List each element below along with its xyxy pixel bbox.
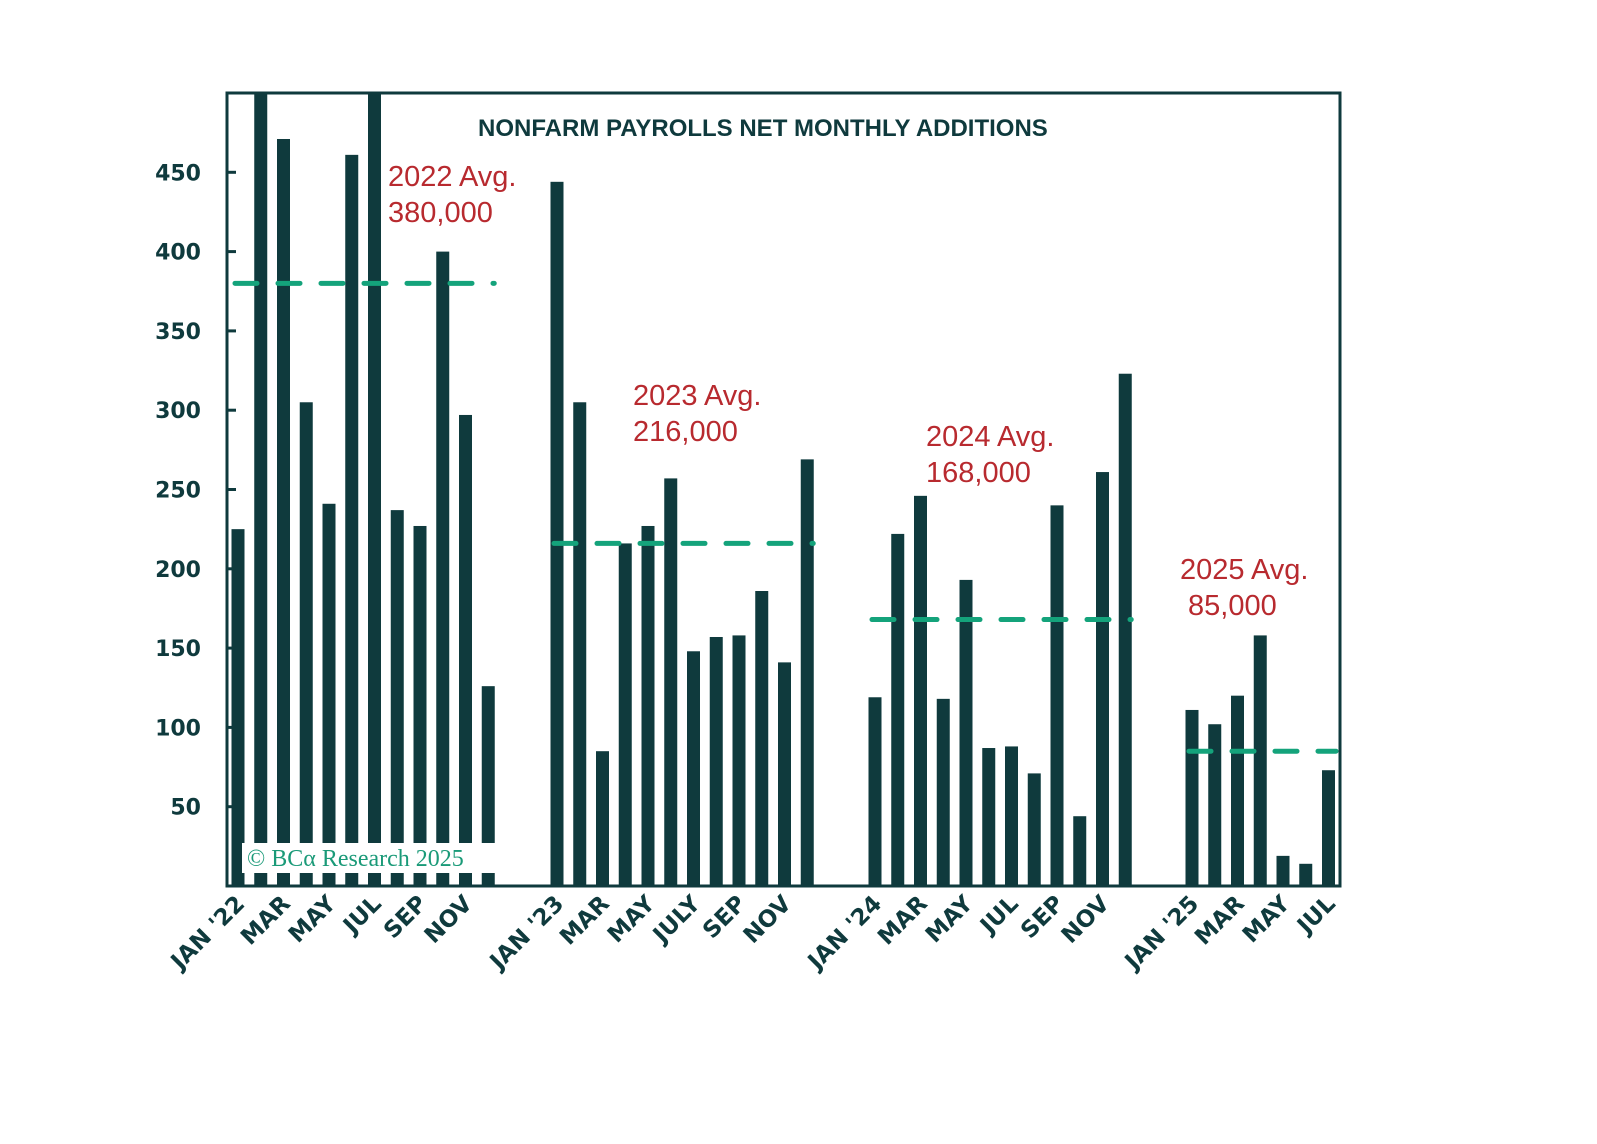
bar-2023-feb bbox=[573, 402, 587, 886]
bar-2025-jul bbox=[1322, 770, 1335, 886]
y-tick-label: 350 bbox=[155, 320, 201, 345]
bar-2024-aug bbox=[1027, 773, 1041, 886]
x-tick-label: MAY bbox=[1238, 891, 1296, 949]
bar-2022-nov bbox=[459, 414, 472, 886]
bar-2022-oct bbox=[436, 251, 450, 887]
bar-2023-jan bbox=[550, 181, 564, 887]
bar-2022-feb bbox=[254, 93, 268, 886]
bar-2022-apr bbox=[299, 402, 313, 886]
bar-2024-oct bbox=[1073, 816, 1087, 886]
bar-2023-jun bbox=[664, 478, 678, 886]
x-tick-label: MAY bbox=[284, 891, 342, 949]
x-tick-label: MAR bbox=[555, 891, 615, 951]
x-tick-label: NOV bbox=[739, 891, 797, 949]
bar-2022-dec bbox=[481, 686, 495, 886]
chart-title: NONFARM PAYROLLS NET MONTHLY ADDITIONS bbox=[478, 115, 1048, 142]
bar-2023-nov bbox=[778, 662, 791, 886]
x-tick-label: MAR bbox=[236, 891, 296, 951]
bar-2025-mar bbox=[1231, 695, 1244, 886]
bar-2024-nov bbox=[1096, 472, 1109, 886]
bar-2024-may bbox=[959, 579, 973, 886]
average-label-2025-value: 85,000 bbox=[1188, 590, 1277, 622]
bars-layer bbox=[231, 93, 1335, 887]
bar-2023-may bbox=[641, 525, 655, 886]
x-tick-label: JULY bbox=[647, 891, 706, 950]
x-tick-label: MAY bbox=[921, 891, 979, 949]
average-label-2023-title: 2023 Avg. bbox=[633, 380, 761, 412]
bar-2023-jul bbox=[687, 651, 700, 886]
average-label-2022-value: 380,000 bbox=[388, 197, 493, 229]
bar-2025-apr bbox=[1253, 635, 1267, 886]
x-tick-label: JUL bbox=[974, 891, 1024, 941]
x-tick-label: MAR bbox=[873, 891, 933, 951]
average-lines-layer bbox=[232, 280, 1339, 754]
bar-2022-jun bbox=[345, 154, 359, 886]
average-labels-layer: 2022 Avg. 380,000 2023 Avg. 216,000 2024 Avg… bbox=[388, 161, 1308, 622]
bar-2022-aug bbox=[390, 510, 404, 886]
watermark-background bbox=[242, 843, 510, 873]
x-tick-label: NOV bbox=[420, 891, 478, 949]
bar-2024-feb bbox=[891, 533, 905, 886]
bar-2025-feb bbox=[1208, 724, 1222, 886]
watermark: © BCα Research 2025 bbox=[247, 846, 464, 872]
bar-2022-jan bbox=[231, 529, 245, 886]
bar-2022-sep bbox=[413, 525, 427, 886]
bar-2025-may bbox=[1276, 855, 1290, 886]
bar-2022-jul bbox=[368, 93, 381, 886]
bar-2024-jan bbox=[868, 697, 882, 886]
x-tick-label: NOV bbox=[1057, 891, 1115, 949]
average-label-2023-value: 216,000 bbox=[633, 416, 738, 448]
y-tick-label: 300 bbox=[155, 399, 201, 424]
bar-2023-apr bbox=[618, 543, 632, 886]
average-label-2025-title: 2025 Avg. bbox=[1180, 554, 1308, 586]
bar-2024-sep bbox=[1050, 505, 1064, 886]
y-tick-label: 200 bbox=[155, 558, 201, 583]
bar-2022-may bbox=[322, 503, 336, 886]
x-tick-label: MAR bbox=[1190, 891, 1250, 951]
average-label-2024-title: 2024 Avg. bbox=[926, 421, 1054, 453]
bar-2025-jan bbox=[1185, 709, 1199, 886]
x-tick-label: JUL bbox=[337, 891, 387, 941]
bar-2023-aug bbox=[709, 636, 723, 886]
y-tick-label: 50 bbox=[170, 796, 201, 821]
x-tick-label: JUL bbox=[1291, 891, 1341, 941]
y-tick-label: 100 bbox=[155, 716, 201, 741]
bar-2023-dec bbox=[800, 459, 814, 886]
bar-2024-jul bbox=[1005, 746, 1018, 886]
y-tick-label: 450 bbox=[155, 161, 201, 186]
bar-2024-mar bbox=[914, 495, 927, 886]
average-label-2022-title: 2022 Avg. bbox=[388, 161, 516, 193]
bar-2024-jun bbox=[982, 748, 996, 886]
bar-2024-dec bbox=[1118, 373, 1132, 886]
y-tick-label: 150 bbox=[155, 637, 201, 662]
y-axis: 50 100 150 200 250 300 350 400 450 bbox=[155, 161, 236, 821]
y-tick-label: 400 bbox=[155, 241, 201, 266]
average-label-2024-value: 168,000 bbox=[926, 457, 1031, 489]
bar-2022-mar bbox=[277, 138, 290, 886]
bar-2023-oct bbox=[755, 591, 769, 886]
y-tick-label: 250 bbox=[155, 479, 201, 504]
bar-2023-mar bbox=[596, 751, 609, 886]
bar-2025-jun bbox=[1299, 863, 1313, 886]
bar-2023-sep bbox=[732, 635, 746, 886]
x-tick-label: MAY bbox=[603, 891, 661, 949]
bar-2024-apr bbox=[936, 698, 950, 886]
